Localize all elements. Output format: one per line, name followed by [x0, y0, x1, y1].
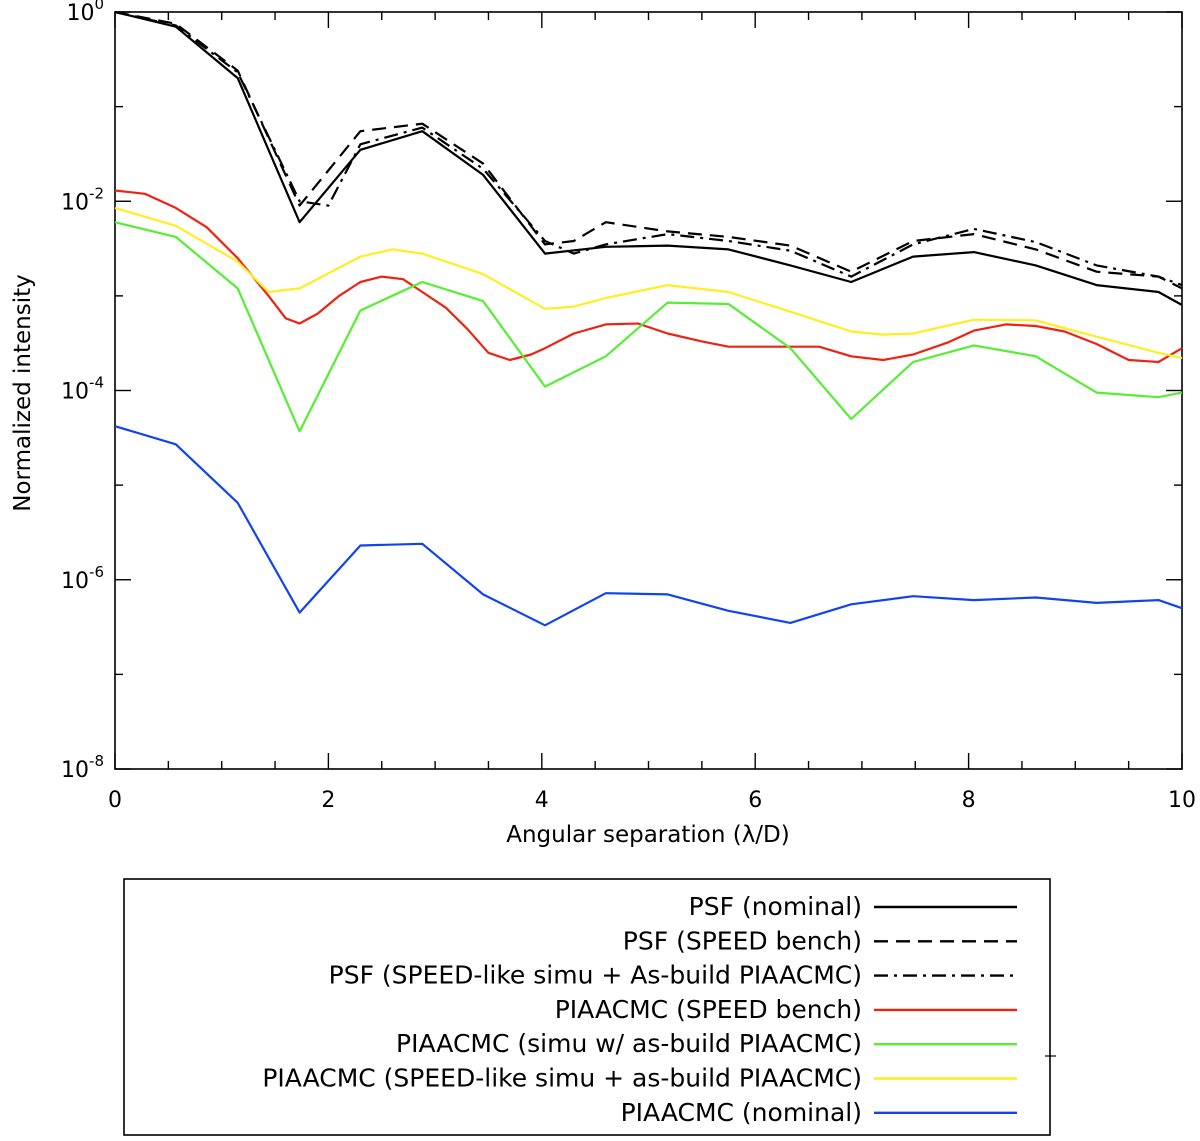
plot-frame [114, 11, 1183, 770]
series-line-5 [114, 221, 1183, 433]
x-tick-label: 4 [535, 788, 549, 813]
legend-label: PIAACMC (SPEED-like simu + as-build PIAA… [262, 1064, 862, 1093]
x-axis-title: Angular separation (λ/D) [506, 822, 790, 848]
series-line-1 [114, 10, 1183, 306]
y-tick-label: 10-4 [61, 374, 104, 405]
x-tick-labels: 0 2 4 6 8 10 [108, 788, 1196, 813]
x-tick-label: 6 [748, 788, 762, 813]
legend-label: PSF (SPEED bench) [623, 926, 862, 955]
y-tick-label: 10-6 [61, 563, 104, 594]
series-line-4 [114, 189, 1183, 364]
legend-box [123, 878, 1051, 1136]
legend-label: PIAACMC (SPEED bench) [555, 995, 862, 1024]
series-line-2 [114, 10, 1183, 290]
y-axis-title: Normalized intensity [10, 274, 36, 511]
legend: PSF (nominal) PSF (SPEED bench) PSF (SPEED… [262, 892, 1017, 1127]
y-tick-label: 10-2 [61, 184, 104, 215]
series-line-7 [114, 425, 1183, 627]
series-line-6 [114, 206, 1183, 360]
x-tick-label: 2 [321, 788, 335, 813]
y-tick-label: 10-8 [61, 752, 104, 783]
legend-label: PIAACMC (nominal) [621, 1098, 862, 1127]
legend-label: PIAACMC (simu w/ as-build PIAACMC) [396, 1029, 862, 1058]
legend-label: PSF (nominal) [689, 892, 862, 921]
y-tick-labels: 100 10-2 10-4 10-6 10-8 [61, 0, 104, 783]
series-line-3 [114, 10, 1183, 287]
x-tick-label: 8 [962, 788, 976, 813]
x-tick-label: 10 [1168, 788, 1196, 813]
y-tick-label: 100 [66, 0, 104, 26]
legend-label: PSF (SPEED-like simu + As-build PIAACMC) [329, 961, 862, 990]
axis-ticks [114, 11, 1183, 770]
series-lines [114, 10, 1183, 627]
x-tick-label: 0 [108, 788, 122, 813]
